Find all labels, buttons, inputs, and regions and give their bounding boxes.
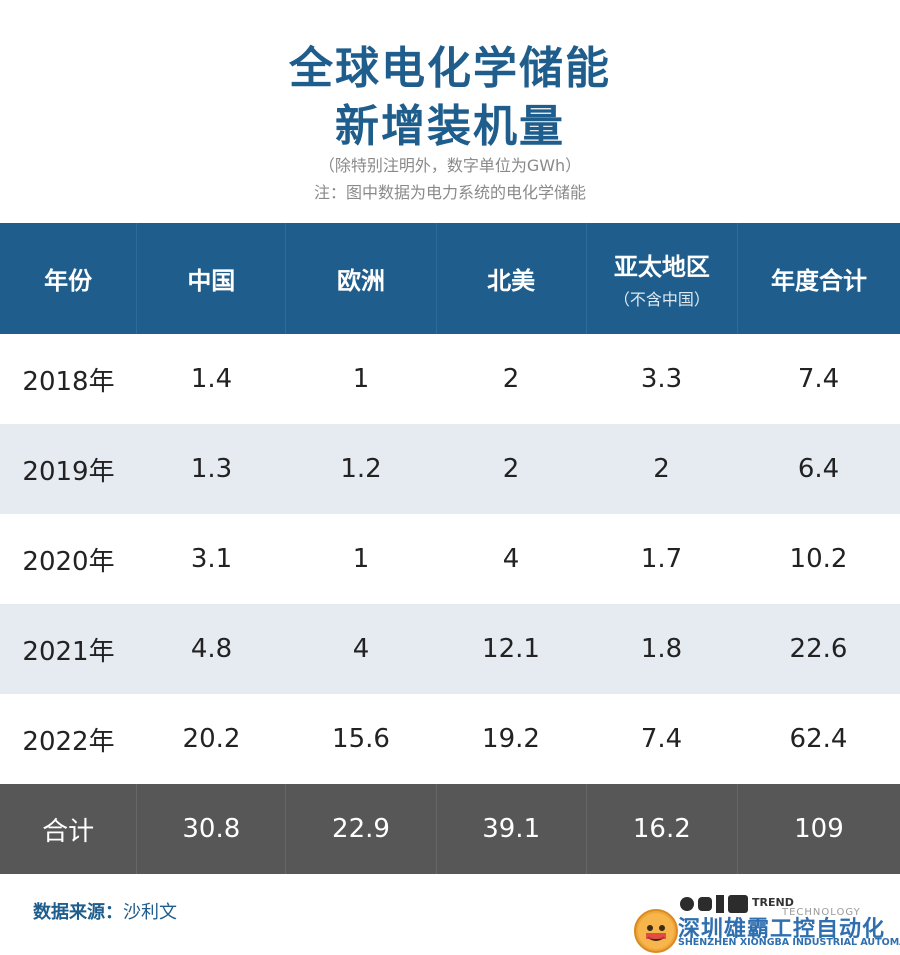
- cell-year: 2022年: [22, 726, 115, 757]
- total-north-america: 39.1: [437, 784, 587, 874]
- table-total-row: 合计 30.8 22.9 39.1 16.2 109: [0, 784, 900, 874]
- cell-year: 2021年: [22, 636, 115, 667]
- cell-annual-total: 10.2: [789, 544, 848, 574]
- cell-north-america: 4: [502, 544, 520, 574]
- cell-china: 3.1: [190, 544, 233, 574]
- company-name-en: SHENZHEN XIONGBA INDUSTRIAL AUTOMATION: [678, 937, 900, 948]
- cell-asia-pacific: 1.8: [640, 634, 683, 664]
- page-title-line1: 全球电化学储能: [289, 43, 611, 94]
- cell-north-america: 2: [502, 454, 520, 484]
- cell-north-america: 19.2: [482, 724, 540, 754]
- unit-note: （除特别注明外，数字单位为GWh）: [318, 156, 582, 175]
- header-annual-total: 年度合计: [770, 267, 867, 295]
- company-name-cn: 深圳雄霸工控自动化: [678, 917, 886, 942]
- total-annual: 109: [794, 814, 844, 844]
- table-header-row: 年份 中国 欧洲 北美 亚太地区 （不含中国） 年度合计: [0, 223, 900, 334]
- total-asia-pacific: 16.2: [587, 784, 738, 874]
- cell-north-america: 2: [502, 364, 520, 394]
- cell-europe: 15.6: [332, 724, 390, 754]
- cell-year: 2020年: [22, 546, 115, 577]
- cell-annual-total: 22.6: [789, 634, 848, 664]
- cell-year: 2019年: [22, 456, 115, 487]
- brand-trend-label: TREND: [752, 896, 794, 909]
- cell-asia-pacific: 7.4: [640, 724, 683, 754]
- table-row: 2019年 1.3 1.2 2 2 6.4: [0, 424, 900, 514]
- total-china: 30.8: [137, 784, 287, 874]
- data-source: 数据来源：沙利文: [33, 898, 177, 924]
- cell-china: 4.8: [190, 634, 233, 664]
- cell-annual-total: 6.4: [797, 454, 840, 484]
- cell-europe: 1.2: [340, 454, 382, 484]
- cell-europe: 1: [352, 544, 370, 574]
- header-asia-pacific-note: （不含中国）: [613, 290, 710, 309]
- cell-asia-pacific: 3.3: [640, 364, 683, 394]
- mascot-icon: [634, 909, 678, 953]
- brand-mark: [680, 893, 750, 921]
- cell-europe: 4: [352, 634, 370, 664]
- table-row: 2018年 1.4 1 2 3.3 7.4: [0, 334, 900, 424]
- total-label: 合计: [0, 784, 138, 874]
- header-north-america: 北美: [437, 223, 587, 334]
- total-europe: 22.9: [286, 784, 437, 874]
- brand-technology-label: TECHNOLOGY: [782, 907, 861, 918]
- cell-europe: 1: [352, 364, 370, 394]
- cell-china: 1.3: [190, 454, 233, 484]
- table-row: 2021年 4.8 4 12.1 1.8 22.6: [0, 604, 900, 694]
- table-row: 2020年 3.1 1 4 1.7 10.2: [0, 514, 900, 604]
- data-note: 注：图中数据为电力系统的电化学储能: [313, 183, 586, 202]
- cell-china: 1.4: [190, 364, 233, 394]
- cell-annual-total: 62.4: [789, 724, 848, 754]
- storage-table: 年份 中国 欧洲 北美 亚太地区 （不含中国） 年度合计 2018年 1.4 1…: [0, 223, 900, 874]
- cell-china: 20.2: [182, 724, 241, 754]
- page-title-line2: 新增装机量: [335, 101, 565, 152]
- cell-north-america: 12.1: [482, 634, 540, 664]
- cell-asia-pacific: 2: [653, 454, 670, 484]
- table-row: 2022年 20.2 15.6 19.2 7.4 62.4: [0, 694, 900, 784]
- header-asia-pacific: 亚太地区 （不含中国）: [587, 223, 738, 334]
- cell-annual-total: 7.4: [797, 364, 840, 394]
- data-source-label: 数据来源：: [33, 902, 123, 923]
- watermark-logo: TREND TECHNOLOGY 深圳雄霸工控自动化 SHENZHEN XION…: [632, 893, 900, 953]
- cell-asia-pacific: 1.7: [640, 544, 683, 574]
- data-source-value: 沙利文: [123, 902, 177, 923]
- brand-glyph-icon: [680, 895, 748, 913]
- cell-year: 2018年: [22, 366, 115, 397]
- header-europe: 欧洲: [286, 223, 437, 334]
- header-china: 中国: [137, 223, 287, 334]
- header-year: 年份: [0, 223, 138, 334]
